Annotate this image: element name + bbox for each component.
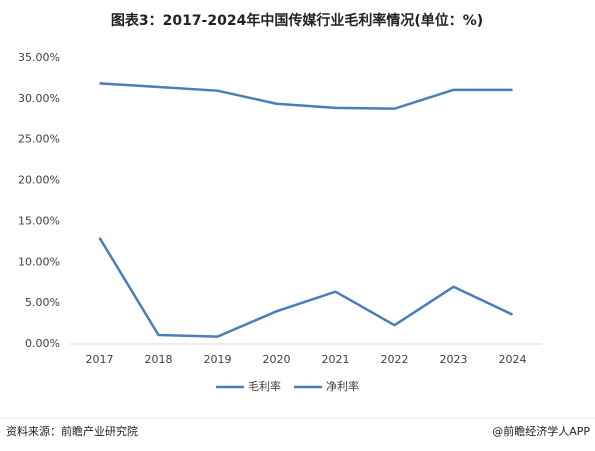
legend-label: 毛利率: [248, 379, 281, 393]
x-tick-label: 2020: [263, 353, 291, 366]
x-tick-label: 2022: [381, 353, 409, 366]
x-tick-label: 2018: [145, 353, 173, 366]
line: [98, 237, 514, 338]
y-tick-label: 5.00%: [25, 296, 60, 309]
x-tick-label: 2019: [204, 353, 232, 366]
y-tick-label: 20.00%: [18, 174, 60, 187]
y-tick-label: 35.00%: [18, 51, 60, 64]
x-tick-label: 2017: [86, 353, 114, 366]
x-tick-label: 2021: [322, 353, 350, 366]
y-tick-label: 15.00%: [18, 214, 60, 227]
y-tick-label: 0.00%: [25, 337, 60, 350]
legend-label: 净利率: [326, 379, 359, 393]
x-tick-label: 2023: [440, 353, 468, 366]
y-tick-label: 25.00%: [18, 133, 60, 146]
line: [99, 82, 513, 110]
credit: @前瞻经济学人APP: [492, 424, 590, 438]
y-tick-label: 10.00%: [18, 255, 60, 268]
chart-title: 图表3：2017-2024年中国传媒行业毛利率情况(单位：%): [111, 12, 483, 29]
source: 资料来源：前瞻产业研究院: [6, 424, 138, 438]
x-tick-label: 2024: [499, 353, 527, 366]
y-tick-label: 30.00%: [18, 92, 60, 105]
